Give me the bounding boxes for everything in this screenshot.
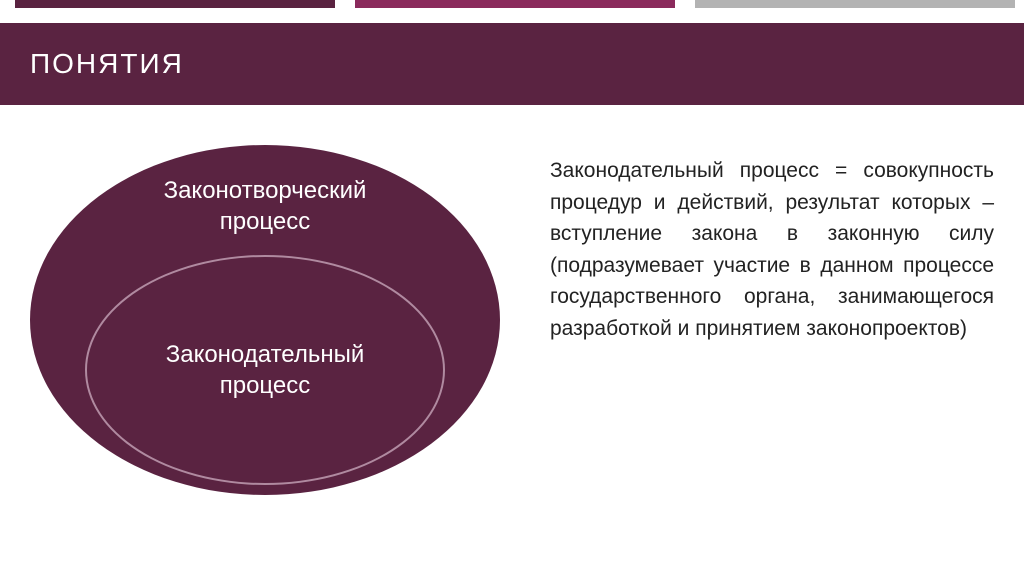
accent-bar-1	[15, 0, 335, 8]
accent-bars	[0, 0, 1024, 8]
inner-ellipse: Законодательныйпроцесс	[85, 255, 445, 485]
outer-ellipse-label: Законотворческийпроцесс	[30, 175, 500, 237]
content-area: Законотворческийпроцесс Законодательныйп…	[0, 105, 1024, 515]
accent-bar-3	[695, 0, 1015, 8]
page-title: ПОНЯТИЯ	[30, 48, 184, 79]
accent-bar-2	[355, 0, 675, 8]
title-band: ПОНЯТИЯ	[0, 23, 1024, 105]
venn-diagram: Законотворческийпроцесс Законодательныйп…	[30, 145, 510, 515]
inner-ellipse-label: Законодательныйпроцесс	[166, 339, 365, 401]
description-text: Законодательный процесс = совокупность п…	[550, 145, 994, 515]
